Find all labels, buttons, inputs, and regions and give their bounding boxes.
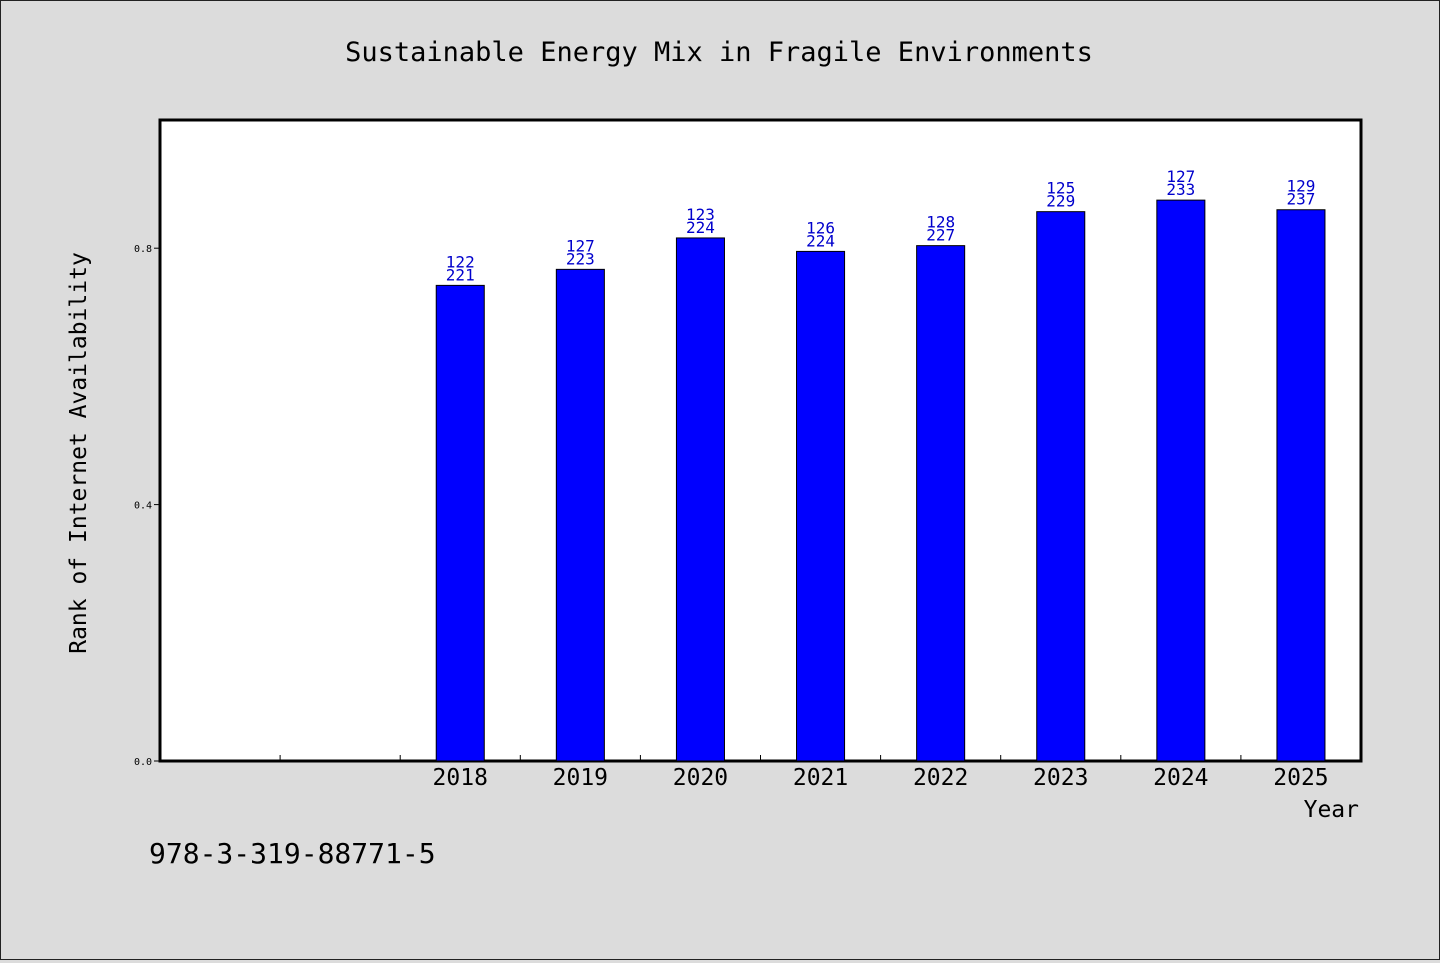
bar xyxy=(916,245,966,762)
bar xyxy=(796,250,846,762)
bar xyxy=(555,268,605,762)
data-label-top: 127 xyxy=(1166,167,1195,186)
y-tick-label: 0.4 xyxy=(134,501,152,512)
x-tick-label: 2024 xyxy=(1153,765,1208,791)
data-label-bottom: 224 xyxy=(686,218,715,237)
bar xyxy=(1156,199,1206,762)
data-label-bottom: 227 xyxy=(926,226,955,245)
data-label-bottom: 221 xyxy=(446,265,475,284)
data-label-bottom: 233 xyxy=(1166,180,1195,199)
x-tick-label: 2020 xyxy=(673,765,728,791)
data-label-top: 129 xyxy=(1286,177,1315,196)
x-axis-ticks xyxy=(279,755,1242,761)
y-axis-ticks: 0.0 0.4 0.8 xyxy=(134,244,160,768)
data-label-bottom: 229 xyxy=(1046,192,1075,211)
x-axis-label: Year xyxy=(1304,797,1359,823)
y-tick-label: 0.8 xyxy=(134,244,152,255)
bar xyxy=(1276,209,1326,762)
data-label-top: 123 xyxy=(686,205,715,224)
x-axis-tick-labels: 2018 2019 2020 2021 2022 2023 2024 2025 xyxy=(433,765,1329,791)
x-tick-label: 2019 xyxy=(553,765,608,791)
data-label-bottom: 223 xyxy=(566,249,595,268)
data-label-top: 122 xyxy=(446,252,475,271)
x-tick-label: 2025 xyxy=(1273,765,1328,791)
bar xyxy=(675,237,725,762)
x-tick-label: 2022 xyxy=(913,765,968,791)
bar xyxy=(435,284,485,762)
data-label-top: 127 xyxy=(566,236,595,255)
chart-title: Sustainable Energy Mix in Fragile Enviro… xyxy=(345,37,1093,68)
data-label-top: 126 xyxy=(806,218,835,237)
y-axis-label: Rank of Internet Availability xyxy=(66,252,92,654)
data-label-bottom: 224 xyxy=(806,231,835,250)
x-tick-label: 2018 xyxy=(433,765,488,791)
bars-group xyxy=(435,199,1326,762)
data-label-bottom: 237 xyxy=(1286,190,1315,209)
y-tick-label: 0.0 xyxy=(134,757,152,768)
bar xyxy=(1036,211,1086,762)
data-label-top: 128 xyxy=(926,213,955,232)
x-tick-label: 2023 xyxy=(1033,765,1088,791)
footer-code: 978-3-319-88771-5 xyxy=(149,837,436,870)
x-tick-label: 2021 xyxy=(793,765,848,791)
data-label-top: 125 xyxy=(1046,179,1075,198)
